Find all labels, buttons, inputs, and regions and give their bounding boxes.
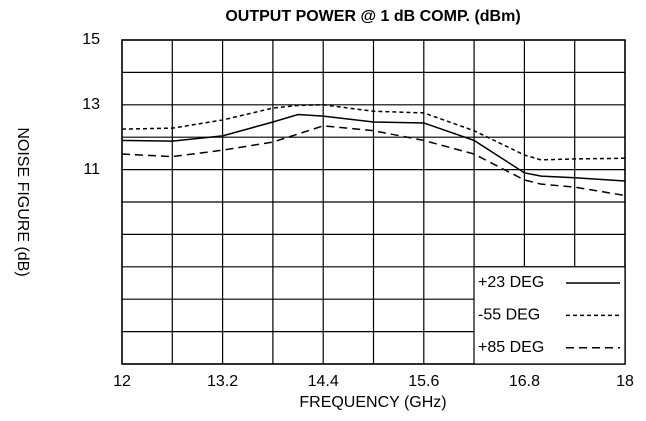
legend-label: +23 DEG bbox=[478, 274, 544, 291]
series-line bbox=[121, 125, 626, 197]
legend-label: +85 DEG bbox=[478, 339, 544, 356]
y-tick-label: 13 bbox=[82, 96, 100, 113]
legend-label: -55 DEG bbox=[478, 307, 540, 324]
series-line bbox=[121, 104, 626, 161]
y-tick-label: 11 bbox=[83, 161, 100, 178]
x-axis-label: FREQUENCY (GHz) bbox=[299, 394, 446, 411]
chart-title: OUTPUT POWER @ 1 dB COMP. (dBm) bbox=[225, 8, 520, 25]
x-tick-label: 16.8 bbox=[509, 373, 540, 390]
plot-frame bbox=[121, 39, 626, 365]
x-tick-label: 13.2 bbox=[207, 373, 238, 390]
series-line bbox=[121, 113, 626, 182]
x-tick-label: 12 bbox=[113, 373, 131, 390]
y-tick-label: 15 bbox=[82, 31, 100, 48]
x-tick-label: 14.4 bbox=[308, 373, 339, 390]
y-axis-label: NOISE FIGURE (dB) bbox=[14, 127, 31, 276]
x-tick-label: 18 bbox=[616, 373, 634, 390]
x-tick-label: 15.6 bbox=[408, 373, 439, 390]
